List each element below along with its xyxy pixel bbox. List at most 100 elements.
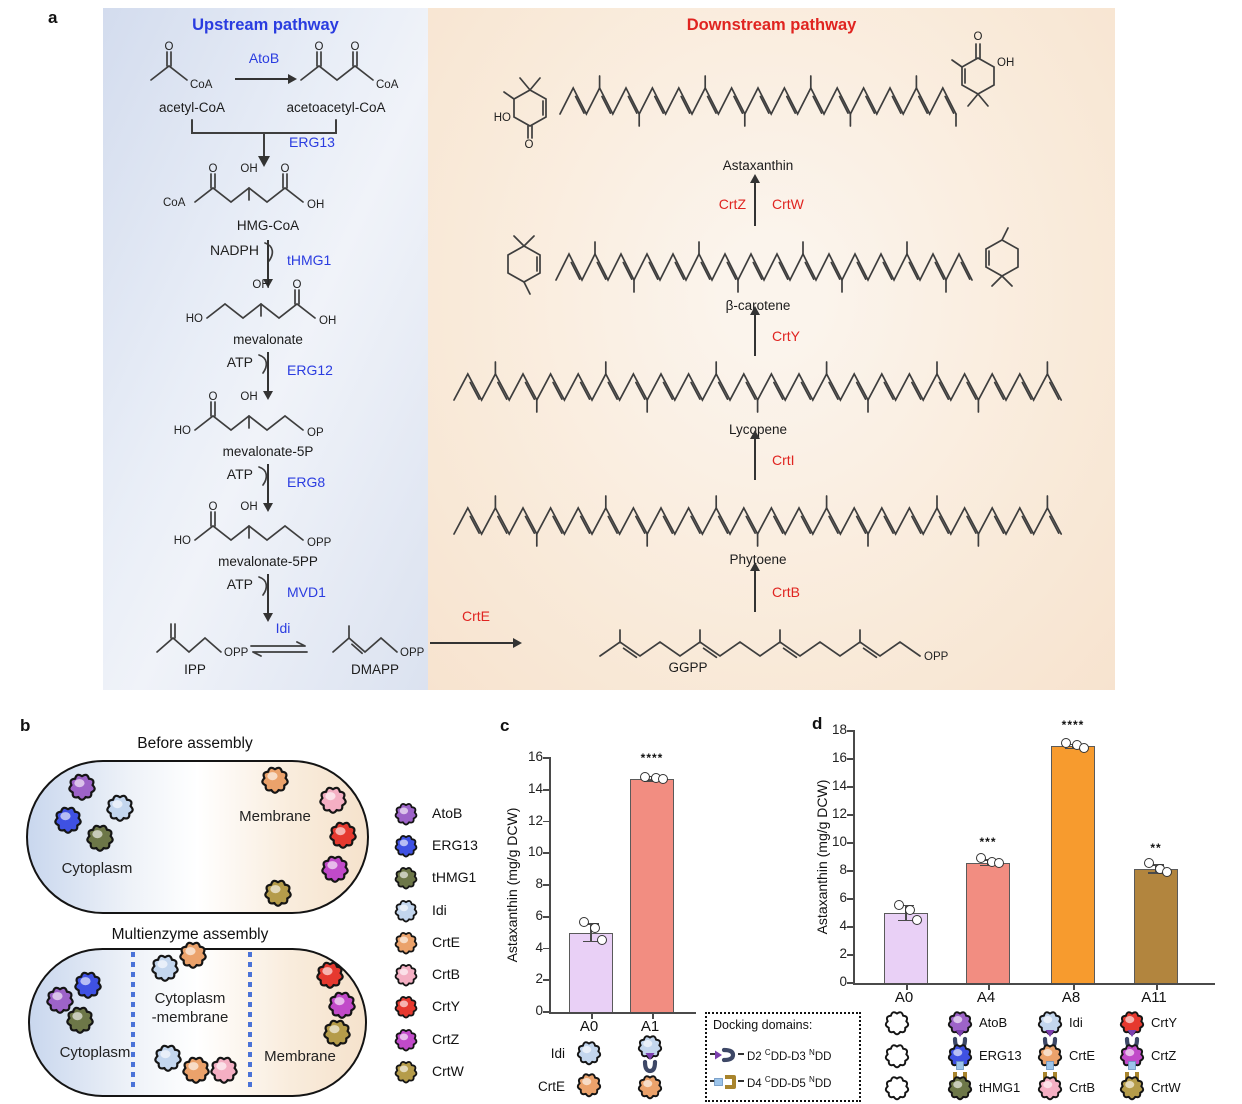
y-tick-label: 6 [535,907,543,923]
blob-shape [394,1029,418,1052]
docking-row1-sup1: C [764,1048,771,1057]
atom-label: OH [252,279,269,291]
blob-shape [1119,1011,1145,1036]
blob-shape [319,786,347,814]
astaxanthin-chain [559,75,957,127]
acetoacetyl-coa-structure: O O CoA [300,41,399,91]
blob-shape [884,1044,910,1069]
blob-shape [46,986,74,1014]
metabolite-ipp: IPP [184,662,206,677]
dmapp-structure: OPP [332,625,425,659]
y-tick-mark [847,870,855,872]
docking-domain-symbol-d4d5 [714,1074,736,1090]
metabolite-phytoene: Phytoene [729,552,787,567]
legend-label-crte: CrtE [432,934,460,950]
enzyme-blob-crtw [320,1016,354,1050]
atom-label: OH [319,315,336,327]
astaxanthin-left-ring: O HO [494,77,547,151]
docking-legend-title: Docking domains: [713,1018,813,1032]
blob-shape [394,996,418,1019]
equilibrium-arrows [250,641,308,657]
connector-dash [710,1053,716,1056]
blob-shape [321,855,349,883]
c-A0-crte-blob [574,1070,604,1100]
legend-blob-idi [392,897,420,925]
zone-divider [131,952,135,1090]
y-tick-mark [543,820,551,823]
docking-row2-sup2: N [809,1075,815,1084]
legend-blob-crte [392,929,420,957]
bar-A0 [884,913,928,983]
d-A8-crtb-blob [1035,1073,1065,1103]
enzyme-blob-crtb [316,783,350,817]
legend-label-crtz: CrtZ [432,1031,460,1047]
reaction-arrow [750,562,760,612]
y-tick-mark [847,982,855,984]
docking-row1-pre: D2 [747,1050,765,1063]
significance-A4: *** [979,834,997,849]
docking-domain-symbol-d2d3 [714,1047,736,1063]
cytoplasm-label: Cytoplasm [59,1044,131,1061]
blob-shape [182,1056,210,1084]
blob-shape [316,961,344,989]
y-tick-label: 10 [831,834,847,849]
reaction-arrow [263,574,273,622]
y-tick-label: 0 [535,1003,543,1018]
y-tick-mark [543,915,551,918]
blob-shape [947,1076,973,1101]
mevalonate-5p-structure: HO O OH OP [174,391,324,439]
c-icon-row-idi: Idi [550,1046,565,1061]
panel-a-label: a [48,8,58,27]
reaction-arrow [263,352,273,400]
data-point [912,914,922,925]
y-tick-label: 12 [527,812,543,828]
enzyme-blob-idi [148,951,182,985]
condensation-bracket [191,119,337,167]
enzyme-blob-crte [176,938,210,972]
d-A8-label-idi: Idi [1069,1015,1083,1030]
blob-shape [576,1041,602,1066]
atom-label: OPP [307,537,332,549]
legend-label-erg13: ERG13 [432,837,478,853]
docking-row2-post: DD [814,1077,832,1090]
blob-shape [637,1075,663,1100]
blob-shape [394,867,418,890]
bcarotene-right-ring [985,227,1019,287]
blob-shape [179,941,207,969]
atom-label: O [974,31,983,43]
y-tick-mark [543,884,551,886]
atom-label: O [209,391,218,403]
cytoplasm-label: Cytoplasm [61,860,133,877]
y-tick-mark [847,758,855,760]
atom-label: CoA [190,79,213,91]
bar-slot-A0 [569,758,613,1019]
legend-blob-atob [392,800,420,828]
c-xtick-A0: A0 [579,1018,599,1035]
metabolite-mevalonate-5pp: mevalonate-5PP [218,554,318,569]
metabolite-ggpp: GGPP [668,660,708,675]
downstream-title: Downstream pathway [686,16,857,34]
atom-label: OH [997,57,1014,69]
docking-domain-connector-d2d3 [642,1052,658,1074]
d4d5-glyph [714,1075,736,1089]
atom-label: OPP [224,647,249,659]
enzyme-crty: CrtY [772,328,800,344]
cofactor-arrow [264,242,274,262]
enzyme-crte: CrtE [462,608,490,624]
atom-label: O [281,163,290,175]
data-point [640,771,650,782]
connector-dash [738,1080,744,1083]
enzyme-crti: CrtI [772,452,795,468]
enzyme-blob-idi [151,1041,185,1075]
blob-shape [323,1019,351,1047]
d-A0-empty-blob [882,1041,912,1071]
y-tick-mark [847,926,855,928]
blob-shape [1119,1076,1145,1101]
y-tick-label: 2 [535,971,543,987]
enzyme-mvd1: MVD1 [287,584,326,600]
enzyme-blob-crty [313,958,347,992]
mevalonate-structure: HO OH O OH [186,279,337,327]
y-tick-mark [847,954,855,956]
y-tick-mark [543,852,551,855]
downstream-pathway-panel: Downstream pathway O HO O OH Astaxanthin… [428,8,1115,690]
